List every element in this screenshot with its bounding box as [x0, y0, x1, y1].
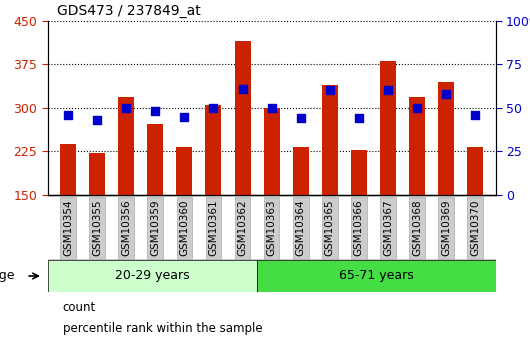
- Point: [355, 116, 363, 121]
- Bar: [60, 144, 76, 195]
- Text: GDS473 / 237849_at: GDS473 / 237849_at: [57, 4, 200, 18]
- Bar: [257, 260, 496, 292]
- Text: GSM10360: GSM10360: [179, 199, 189, 256]
- Text: age: age: [0, 269, 14, 283]
- Text: GSM10369: GSM10369: [441, 199, 451, 256]
- Bar: [322, 85, 338, 195]
- Text: GSM10363: GSM10363: [267, 199, 277, 256]
- Point: [413, 105, 421, 111]
- Text: GSM10361: GSM10361: [208, 199, 218, 256]
- Text: GSM10365: GSM10365: [325, 199, 335, 256]
- Bar: [293, 147, 308, 195]
- Bar: [351, 150, 367, 195]
- Text: 20-29 years: 20-29 years: [115, 269, 190, 283]
- Point: [122, 105, 130, 111]
- Text: GSM10364: GSM10364: [296, 199, 306, 256]
- Bar: [176, 147, 192, 195]
- Text: count: count: [63, 301, 96, 314]
- Point: [209, 105, 218, 111]
- Point: [384, 88, 392, 93]
- Text: GSM10354: GSM10354: [63, 199, 73, 256]
- Point: [93, 117, 101, 123]
- Bar: [48, 260, 257, 292]
- Text: GSM10367: GSM10367: [383, 199, 393, 256]
- Point: [64, 112, 72, 118]
- Text: GSM10370: GSM10370: [470, 199, 480, 256]
- Bar: [206, 105, 222, 195]
- Point: [267, 105, 276, 111]
- Point: [180, 114, 189, 119]
- Bar: [438, 82, 454, 195]
- Text: percentile rank within the sample: percentile rank within the sample: [63, 322, 262, 335]
- Bar: [409, 97, 425, 195]
- Text: GSM10355: GSM10355: [92, 199, 102, 256]
- Bar: [263, 108, 280, 195]
- Bar: [467, 147, 483, 195]
- Text: GSM10359: GSM10359: [151, 199, 160, 256]
- Text: GSM10362: GSM10362: [237, 199, 248, 256]
- Bar: [118, 97, 134, 195]
- Text: GSM10368: GSM10368: [412, 199, 422, 256]
- Text: 65-71 years: 65-71 years: [339, 269, 414, 283]
- Point: [442, 91, 450, 97]
- Bar: [89, 153, 105, 195]
- Text: GSM10366: GSM10366: [354, 199, 364, 256]
- Bar: [380, 61, 396, 195]
- Point: [238, 86, 247, 91]
- Point: [151, 109, 160, 114]
- Point: [471, 112, 480, 118]
- Bar: [147, 124, 163, 195]
- Text: GSM10356: GSM10356: [121, 199, 131, 256]
- Point: [325, 88, 334, 93]
- Point: [296, 116, 305, 121]
- Bar: [235, 41, 251, 195]
